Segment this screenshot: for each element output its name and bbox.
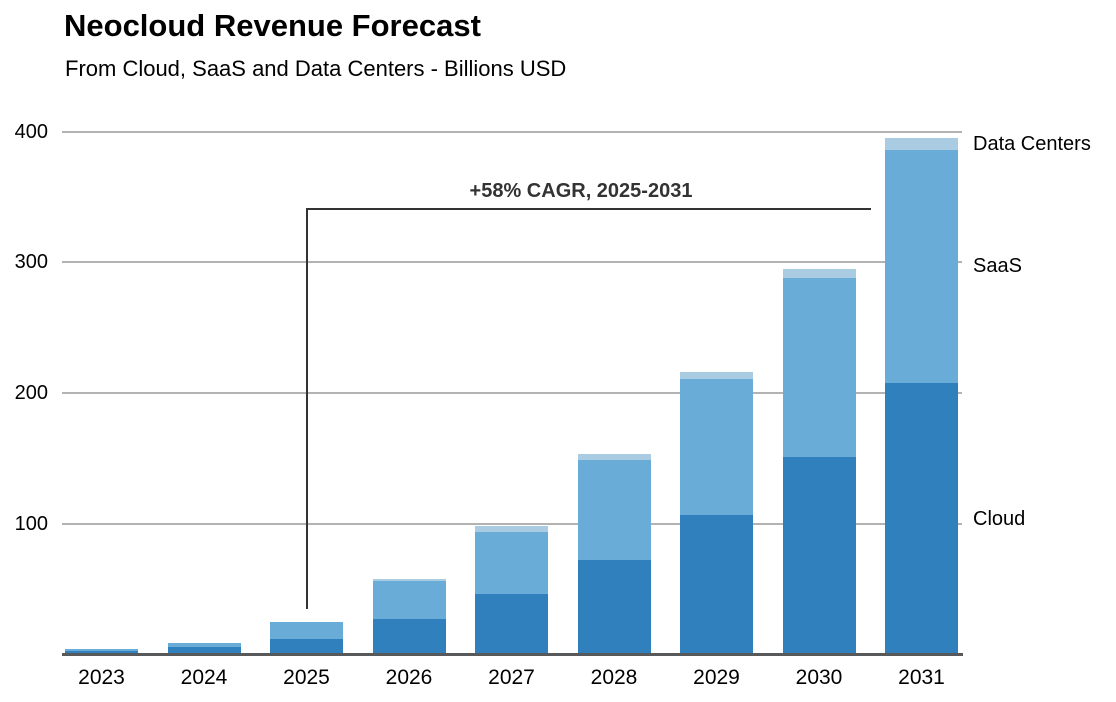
bar-segment-saas-2031	[885, 149, 958, 383]
bar-segment-cloud-2028	[577, 560, 651, 655]
bar-segment-cloud-2030	[782, 457, 856, 655]
bar-segment-data-centers-2027	[475, 526, 548, 532]
y-tick-label-400: 400	[14, 120, 48, 143]
bar-segment-cloud-2023	[65, 650, 138, 655]
x-tick-label-2028: 2028	[590, 666, 638, 689]
bar-segment-cloud-2024	[167, 646, 241, 655]
x-tick-label-2023: 2023	[78, 666, 125, 689]
gridline-200	[62, 392, 962, 394]
cagr-bracket-horizontal-line	[306, 208, 871, 210]
bar-segment-cloud-2027	[475, 594, 548, 655]
series-label-data-centers: Data Centers	[973, 132, 1091, 155]
bar-segment-data-centers-2031	[885, 138, 958, 150]
cagr-annotation: +58% CAGR, 2025-2031	[469, 180, 693, 202]
cagr-bracket-vertical-line	[306, 208, 308, 609]
gridline-300	[62, 261, 962, 264]
x-tick-label-2026: 2026	[385, 666, 433, 689]
x-tick-label-2030: 2030	[795, 666, 843, 689]
bar-segment-cloud-2025	[270, 638, 343, 655]
bar-segment-saas-2026	[372, 581, 446, 620]
x-tick-label-2025: 2025	[283, 666, 330, 689]
x-axis-line	[62, 653, 963, 656]
chart-subtitle: From Cloud, SaaS and Data Centers - Bill…	[65, 56, 567, 81]
bar-segment-data-centers-2030	[782, 268, 856, 278]
gridline-400	[62, 130, 962, 133]
bar-segment-saas-2030	[782, 277, 856, 458]
bar-segment-saas-2025	[270, 621, 343, 639]
bar-segment-saas-2029	[680, 378, 753, 515]
bar-segment-data-centers-2029	[680, 372, 753, 379]
y-tick-label-300: 300	[14, 251, 48, 274]
chart-title: Neocloud Revenue Forecast	[64, 8, 481, 43]
bar-segment-data-centers-2028	[577, 454, 651, 460]
bar-segment-cloud-2026	[372, 619, 446, 655]
x-tick-label-2024: 2024	[180, 666, 228, 689]
y-tick-label-100: 100	[14, 512, 48, 535]
x-tick-label-2031: 2031	[898, 666, 945, 689]
bar-segment-data-centers-2026	[372, 578, 446, 582]
gridline-100	[62, 522, 962, 525]
series-label-cloud: Cloud	[973, 507, 1026, 530]
x-tick-label-2027: 2027	[488, 666, 535, 689]
bar-segment-cloud-2029	[680, 514, 753, 655]
bar-segment-saas-2027	[475, 531, 548, 595]
bar-segment-saas-2028	[577, 459, 651, 561]
bar-segment-saas-2023	[65, 649, 138, 651]
x-tick-label-2029: 2029	[693, 666, 740, 689]
series-label-saas: SaaS	[973, 255, 1022, 278]
bar-segment-saas-2024	[167, 642, 241, 647]
y-tick-label-200: 200	[14, 382, 48, 404]
bar-segment-cloud-2031	[885, 382, 958, 655]
